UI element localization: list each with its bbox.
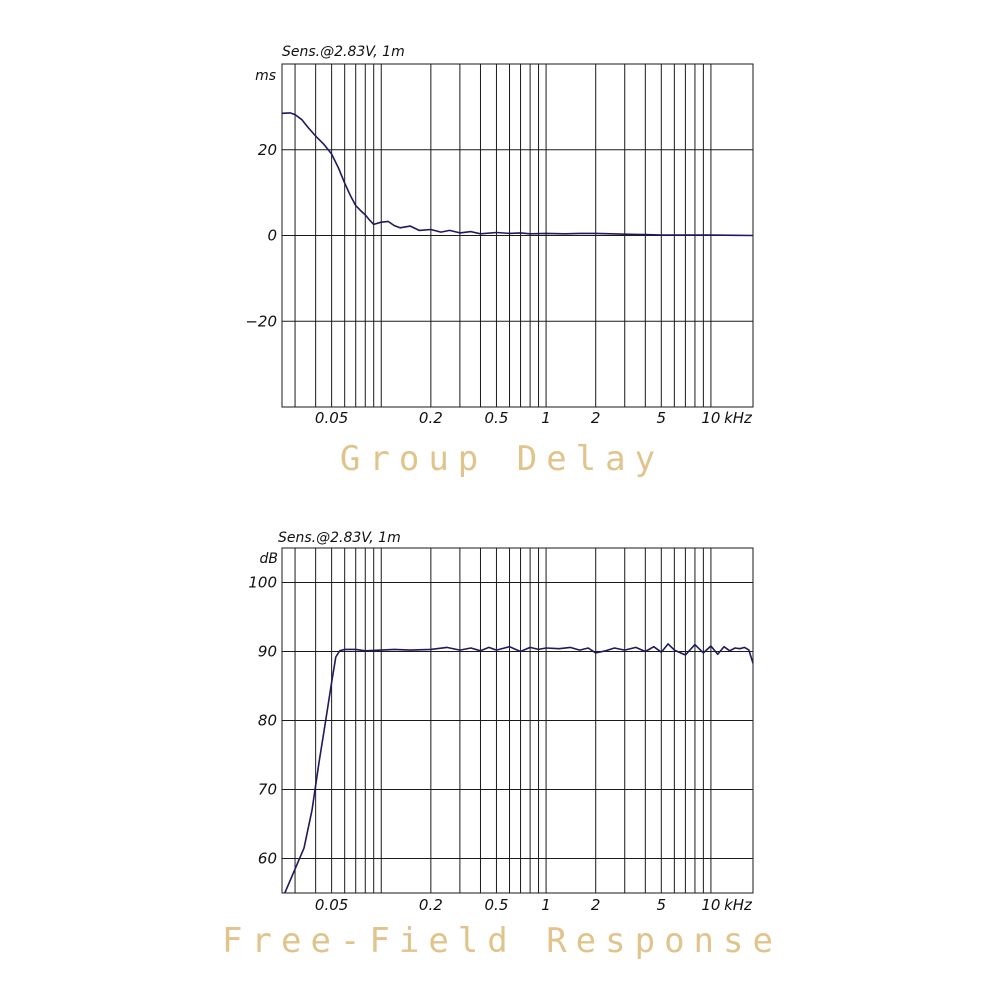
group-delay-title: Group Delay: [340, 439, 664, 479]
group-delay-x-unit-label: kHz: [724, 409, 753, 427]
free-field-y-axis-label: dB: [260, 551, 279, 567]
group-delay-y-tick-label: 0: [267, 227, 277, 245]
free-field-x-tick-label: 0.05: [315, 896, 348, 914]
free-field-x-tick-label: 5: [657, 896, 667, 914]
group-delay-x-tick-label: 0.05: [315, 409, 348, 427]
free-field-plot-frame: [281, 547, 754, 894]
free-field-y-tick-label: 90: [258, 643, 277, 661]
group-delay-x-tick-label: 10: [701, 409, 720, 427]
group-delay-x-tick-label: 2: [591, 409, 601, 427]
free-field-title: Free-Field Response: [222, 921, 782, 961]
group-delay-x-tick-label: 0.2: [419, 409, 443, 427]
group-delay-y-tick-labels: 20 0 −20: [245, 141, 277, 331]
free-field-y-tick-label: 80: [258, 712, 277, 730]
free-field-x-tick-label: 2: [591, 896, 601, 914]
group-delay-series-line: [281, 112, 754, 237]
free-field-y-tick-label: 100: [248, 574, 277, 592]
group-delay-chart: Sens.@2.83V, 1m ms 20 0 −20 0.05 0.2 0.5 1 2 5 1…: [245, 44, 754, 479]
free-field-y-tick-label: 70: [258, 781, 277, 799]
free-field-x-tick-label: 10: [701, 896, 720, 914]
group-delay-y-axis-label: ms: [255, 68, 276, 84]
free-field-series-line: [284, 643, 754, 894]
group-delay-x-tick-label: 5: [657, 409, 667, 427]
group-delay-x-tick-label: 1: [541, 409, 551, 427]
free-field-x-tick-label: 1: [541, 896, 551, 914]
free-field-y-tick-labels: 100 90 80 70 60: [248, 574, 277, 868]
group-delay-y-tick-label: −20: [245, 312, 277, 330]
free-field-x-tick-label: 0.5: [485, 896, 509, 914]
free-field-x-tick-label: 0.2: [419, 896, 443, 914]
free-field-series: [284, 643, 754, 894]
group-delay-y-tick-label: 20: [258, 141, 277, 159]
free-field-y-tick-label: 60: [258, 850, 277, 868]
free-field-subtitle: Sens.@2.83V, 1m: [278, 530, 401, 546]
free-field-grid: [282, 548, 753, 893]
group-delay-x-tick-labels: 0.05 0.2 0.5 1 2 5 10: [315, 409, 721, 427]
free-field-x-tick-labels: 0.05 0.2 0.5 1 2 5 10: [315, 896, 721, 914]
group-delay-subtitle: Sens.@2.83V, 1m: [282, 44, 405, 60]
group-delay-series: [281, 112, 754, 237]
group-delay-x-tick-label: 0.5: [485, 409, 509, 427]
free-field-x-unit-label: kHz: [724, 896, 753, 914]
